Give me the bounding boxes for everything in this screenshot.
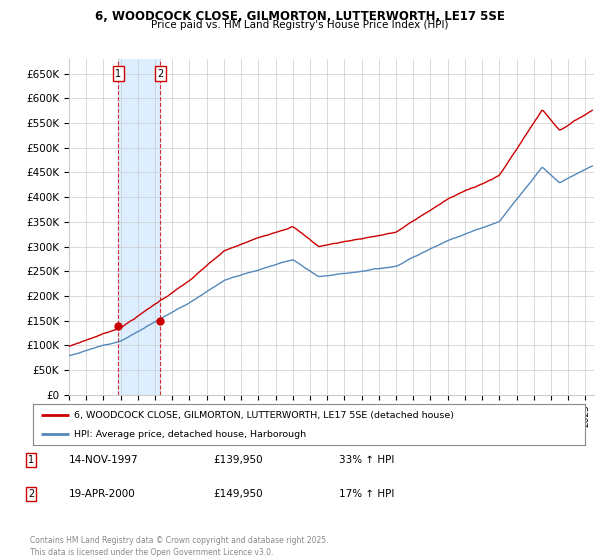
Text: 6, WOODCOCK CLOSE, GILMORTON, LUTTERWORTH, LE17 5SE: 6, WOODCOCK CLOSE, GILMORTON, LUTTERWORT… — [95, 10, 505, 22]
Text: 33% ↑ HPI: 33% ↑ HPI — [339, 455, 394, 465]
Text: 14-NOV-1997: 14-NOV-1997 — [69, 455, 139, 465]
Text: £149,950: £149,950 — [213, 489, 263, 499]
Text: 1: 1 — [28, 455, 34, 465]
Text: Price paid vs. HM Land Registry's House Price Index (HPI): Price paid vs. HM Land Registry's House … — [151, 20, 449, 30]
Text: Contains HM Land Registry data © Crown copyright and database right 2025.
This d: Contains HM Land Registry data © Crown c… — [30, 536, 329, 557]
Text: 6, WOODCOCK CLOSE, GILMORTON, LUTTERWORTH, LE17 5SE (detached house): 6, WOODCOCK CLOSE, GILMORTON, LUTTERWORT… — [74, 411, 454, 420]
Text: 17% ↑ HPI: 17% ↑ HPI — [339, 489, 394, 499]
Text: HPI: Average price, detached house, Harborough: HPI: Average price, detached house, Harb… — [74, 430, 307, 438]
Text: 1: 1 — [115, 69, 121, 79]
Text: 2: 2 — [157, 69, 163, 79]
Bar — [118, 59, 160, 395]
Text: 2: 2 — [28, 489, 34, 499]
Text: 19-APR-2000: 19-APR-2000 — [69, 489, 136, 499]
Text: £139,950: £139,950 — [213, 455, 263, 465]
